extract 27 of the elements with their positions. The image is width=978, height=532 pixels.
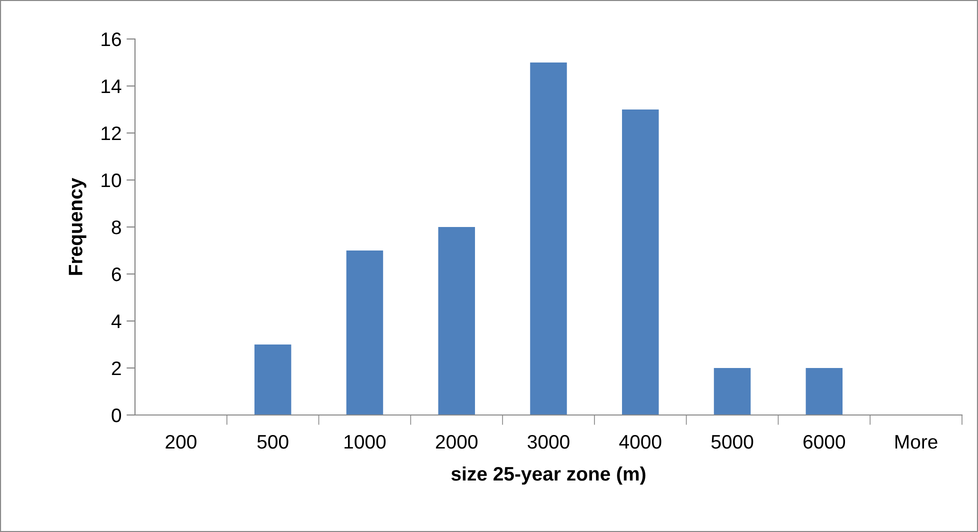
x-tick-label: 5000 bbox=[711, 434, 754, 449]
y-tick-label: 4 bbox=[111, 314, 122, 328]
y-tick-label: 0 bbox=[112, 408, 122, 422]
bar bbox=[714, 368, 751, 415]
bar bbox=[254, 344, 292, 415]
y-tick-label: 12 bbox=[102, 126, 121, 140]
y-tick-label: 10 bbox=[102, 173, 122, 188]
bar bbox=[530, 62, 567, 415]
x-tick-label: 500 bbox=[257, 434, 288, 449]
x-axis-title: size 25-year zone (m) bbox=[451, 466, 646, 485]
y-tick-label: 16 bbox=[102, 32, 121, 46]
y-tick-label: 6 bbox=[112, 267, 121, 282]
x-tick-label: 3000 bbox=[528, 434, 570, 449]
y-axis-title: Frequency bbox=[68, 178, 86, 275]
x-tick-label: 1000 bbox=[344, 434, 386, 449]
y-tick-label: 2 bbox=[112, 361, 121, 376]
x-tick-label: 4000 bbox=[619, 434, 662, 449]
x-tick-label: More bbox=[896, 435, 938, 449]
x-tick-label: 2000 bbox=[436, 434, 478, 449]
bar bbox=[438, 227, 475, 415]
bar bbox=[622, 110, 659, 415]
bar bbox=[346, 250, 384, 415]
y-tick-label: 14 bbox=[102, 80, 122, 94]
x-tick-label: 6000 bbox=[804, 434, 846, 449]
y-tick-label: 8 bbox=[112, 220, 121, 234]
bar bbox=[806, 368, 843, 415]
x-tick-label: 200 bbox=[166, 434, 196, 449]
